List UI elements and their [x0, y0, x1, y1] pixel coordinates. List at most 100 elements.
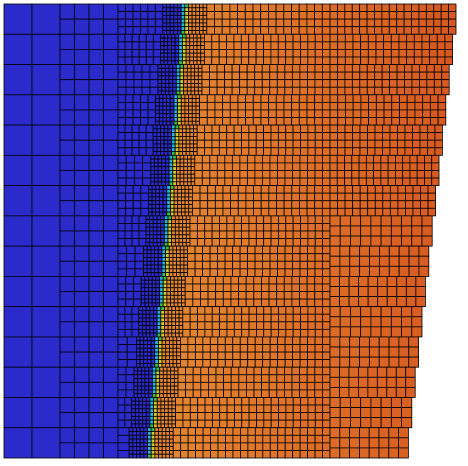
mesh-cell [254, 351, 264, 361]
mesh-cell [199, 192, 209, 202]
mesh-cell [232, 359, 241, 368]
mesh-cell [248, 412, 257, 421]
mesh-cell [155, 283, 160, 289]
mesh-cell [146, 363, 152, 368]
mesh-cell [134, 423, 140, 429]
mesh-cell [103, 124, 119, 141]
mesh-cell [150, 264, 155, 270]
mesh-cell [103, 260, 119, 277]
mesh-cell [31, 366, 61, 398]
mesh-cell [307, 336, 316, 345]
mesh-cell [190, 158, 196, 164]
mesh-cell [173, 188, 179, 194]
mesh-cell [138, 423, 143, 429]
mesh-cell [398, 49, 408, 58]
mesh-cell [147, 196, 153, 202]
mesh-cell [192, 374, 202, 383]
mesh-cell [270, 223, 279, 232]
mesh-cell [404, 139, 413, 149]
mesh-cell [185, 124, 191, 130]
mesh-cell [161, 257, 166, 262]
mesh-cell [166, 381, 172, 387]
mesh-cell [314, 351, 323, 361]
mesh-cell [314, 117, 323, 126]
mesh-cell [168, 181, 174, 187]
mesh-cell [131, 321, 140, 330]
mesh-cell [135, 351, 141, 357]
mesh-cell [150, 177, 155, 183]
mesh-cell [203, 33, 213, 43]
mesh-cell [188, 94, 193, 99]
mesh-cell [367, 286, 379, 297]
mesh-cell [188, 109, 193, 115]
mesh-cell [140, 200, 149, 209]
mesh-cell [233, 306, 243, 315]
mesh-cell [152, 139, 158, 145]
mesh-cell [167, 41, 172, 47]
mesh-cell [246, 71, 256, 81]
mesh-cell [283, 374, 293, 383]
mesh-cell [399, 101, 408, 111]
mesh-cell [169, 26, 175, 31]
mesh-cell [329, 3, 338, 12]
mesh-cell [164, 83, 170, 88]
mesh-cell [427, 147, 436, 156]
mesh-cell [202, 7, 208, 12]
mesh-cell [103, 64, 119, 81]
mesh-cell [166, 366, 172, 372]
mesh-cell [170, 385, 175, 391]
mesh-cell [74, 321, 90, 338]
mesh-cell [117, 3, 126, 12]
mesh-cell [245, 389, 255, 398]
mesh-cell [233, 139, 242, 149]
mesh-cell [368, 117, 377, 126]
mesh-cell [162, 370, 168, 376]
mesh-cell [144, 298, 149, 304]
mesh-cell [314, 207, 323, 217]
mesh-cell [74, 109, 90, 126]
mesh-cell [382, 185, 391, 194]
mesh-cell [135, 347, 141, 353]
mesh-cell [172, 154, 177, 160]
mesh-cell [143, 450, 148, 455]
mesh-cell [166, 393, 172, 398]
mesh-cell [218, 49, 227, 58]
mesh-cell [151, 207, 157, 213]
mesh-cell [88, 64, 104, 81]
mesh-cell [155, 94, 160, 99]
mesh-cell [285, 56, 294, 65]
mesh-cell [199, 14, 204, 20]
mesh-cell [380, 417, 392, 429]
mesh-cell [177, 279, 182, 285]
mesh-cell [59, 170, 75, 187]
mesh-cell [117, 94, 126, 103]
mesh-cell [262, 260, 271, 270]
mesh-cell [143, 438, 148, 444]
mesh-cell [182, 219, 187, 224]
mesh-cell [299, 275, 308, 285]
mesh-cell [189, 45, 194, 50]
mesh-cell [149, 419, 154, 425]
mesh-cell [153, 306, 158, 311]
mesh-cell [360, 117, 370, 126]
mesh-cell [378, 447, 390, 459]
mesh-cell [182, 132, 187, 137]
mesh-cell [207, 374, 217, 383]
mesh-cell [154, 272, 159, 277]
mesh-cell [117, 192, 126, 202]
mesh-cell [180, 204, 186, 209]
mesh-cell [300, 139, 309, 149]
mesh-cell [314, 381, 323, 391]
mesh-cell [420, 200, 429, 209]
mesh-cell [175, 404, 184, 413]
mesh-cell [298, 18, 308, 28]
mesh-cell [329, 407, 341, 419]
mesh-cell [344, 200, 354, 209]
mesh-cell [284, 427, 294, 436]
mesh-cell [427, 124, 436, 134]
mesh-cell [390, 326, 402, 338]
mesh-cell [200, 45, 205, 50]
mesh-cell [117, 200, 126, 209]
mesh-cell [138, 412, 143, 417]
mesh-cell [337, 79, 346, 88]
